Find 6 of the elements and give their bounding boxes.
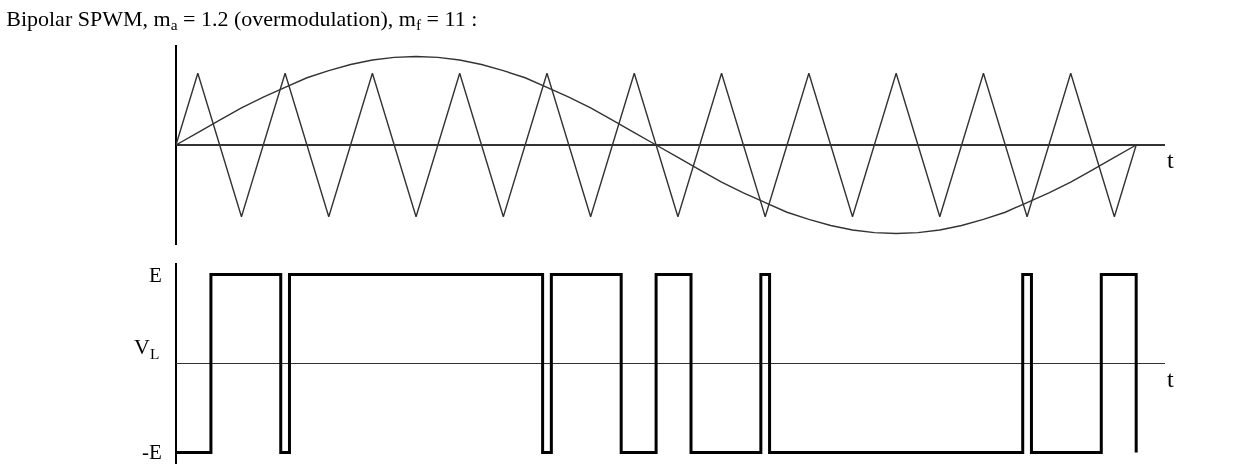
x-axis-title: t (1167, 147, 1174, 173)
x-axis-title: t (1167, 366, 1174, 392)
text: E (149, 263, 162, 287)
y-axis-title: V$_{L}$ (134, 334, 160, 362)
text: -E (142, 440, 162, 464)
chart-title: Bipolar SPWM, m$_{a}$ = 1.2 (overmodulation), m$_{f}$ = 11 : (6, 5, 478, 34)
